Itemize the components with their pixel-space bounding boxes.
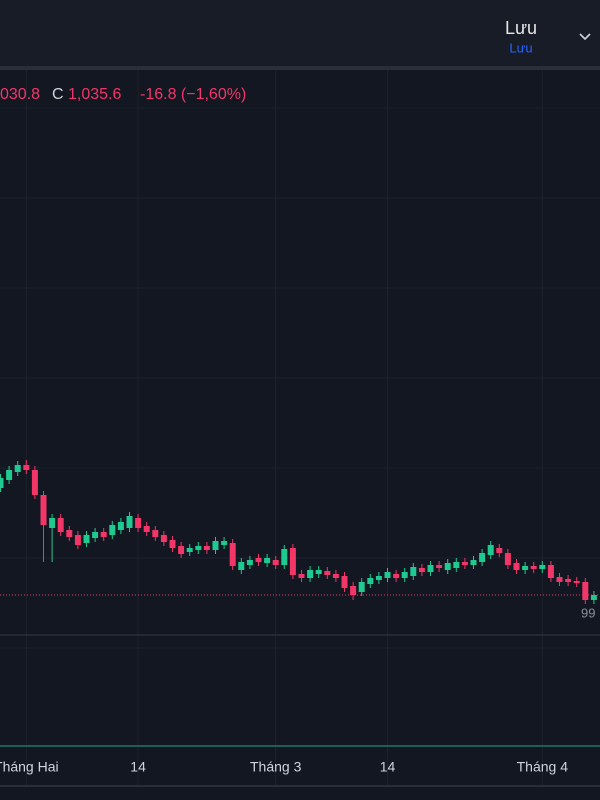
- candle-body: [487, 545, 494, 555]
- candle-body: [23, 465, 30, 470]
- candle-body: [401, 572, 408, 578]
- candle-body: [461, 562, 468, 565]
- candle-body: [350, 586, 357, 595]
- candle-body: [418, 568, 425, 572]
- candle-body: [281, 549, 288, 565]
- candle-body: [410, 567, 417, 576]
- candle-body: [255, 558, 262, 562]
- candle-body: [212, 541, 219, 550]
- candle-body: [315, 570, 322, 574]
- candle-body: [152, 530, 159, 537]
- candle-body: [393, 574, 400, 578]
- candle-body: [496, 548, 503, 553]
- candle-body: [74, 535, 81, 545]
- candle-body: [83, 535, 90, 543]
- candle-body: [307, 570, 314, 578]
- x-tick-label: Tháng 3: [250, 759, 302, 775]
- candle-body: [229, 543, 236, 566]
- candle-body: [49, 518, 56, 528]
- dropdown-chevron[interactable]: [579, 33, 591, 41]
- candle-body: [565, 579, 572, 582]
- candle-body: [126, 516, 133, 528]
- candle-body: [444, 563, 451, 570]
- candle-body: [513, 563, 520, 570]
- top-bar-border: [0, 66, 600, 70]
- legend-change: -16.8 (−1,60%): [140, 86, 246, 103]
- candle-body: [556, 577, 563, 582]
- candle-body: [160, 535, 167, 542]
- candle-body: [109, 525, 116, 535]
- candle-body: [100, 532, 107, 537]
- legend-close-key: C: [52, 86, 64, 103]
- candle-body: [169, 540, 176, 548]
- candle-body: [436, 565, 443, 568]
- legend-open: 030.8: [0, 86, 40, 103]
- candle-body: [246, 560, 253, 565]
- save-button[interactable]: Lưu Lưu: [505, 18, 537, 56]
- time-axis: Tháng Hai 14 Tháng 3 14 Tháng 4: [0, 759, 568, 775]
- save-sublabel[interactable]: Lưu: [509, 40, 532, 55]
- last-price-label: 99: [581, 605, 595, 620]
- save-label[interactable]: Lưu: [505, 18, 537, 38]
- candle-body: [135, 518, 142, 528]
- candle-body: [31, 470, 38, 495]
- candle-body: [143, 526, 150, 532]
- candle-body: [453, 562, 460, 568]
- candle-body: [40, 495, 47, 525]
- candle-body: [92, 532, 99, 538]
- candle-body: [582, 582, 589, 600]
- candle-body: [178, 546, 185, 554]
- x-tick-label: Tháng Hai: [0, 759, 59, 775]
- candle-body: [573, 581, 580, 583]
- candle-body: [186, 548, 193, 552]
- candle-body: [590, 595, 597, 600]
- candle-body: [57, 518, 64, 532]
- candle-body: [367, 578, 374, 584]
- legend-close: 1,035.6: [68, 86, 121, 103]
- candle-body: [547, 565, 554, 578]
- candle-body: [470, 560, 477, 565]
- candle-body: [539, 565, 546, 569]
- candle-body: [203, 546, 210, 550]
- candle-body: [332, 574, 339, 578]
- top-bar: [0, 0, 600, 66]
- candle-body: [358, 582, 365, 592]
- candle-body: [479, 553, 486, 562]
- candle-body: [504, 553, 511, 565]
- candle-body: [522, 566, 529, 570]
- candle-body: [427, 565, 434, 572]
- candle-body: [289, 548, 296, 575]
- candle-body: [272, 560, 279, 565]
- candles: 99: [0, 460, 600, 620]
- x-tick-label: 14: [380, 759, 396, 775]
- candle-body: [298, 574, 305, 578]
- candle-body: [375, 576, 382, 580]
- candle-body: [195, 546, 202, 550]
- candle-body: [384, 572, 391, 578]
- candle-body: [264, 558, 271, 563]
- candle-body: [6, 470, 13, 480]
- candle-body: [66, 530, 73, 537]
- grid: [0, 70, 600, 786]
- candle-body: [0, 478, 4, 488]
- x-tick-label: 14: [130, 759, 146, 775]
- candle-body: [238, 562, 245, 570]
- x-tick-label: Tháng 4: [517, 759, 569, 775]
- candle-body: [530, 566, 537, 569]
- candle-body: [117, 522, 124, 530]
- candle-body: [14, 465, 21, 472]
- candle-body: [221, 541, 228, 545]
- candle-body: [341, 576, 348, 588]
- candle-body: [324, 571, 331, 575]
